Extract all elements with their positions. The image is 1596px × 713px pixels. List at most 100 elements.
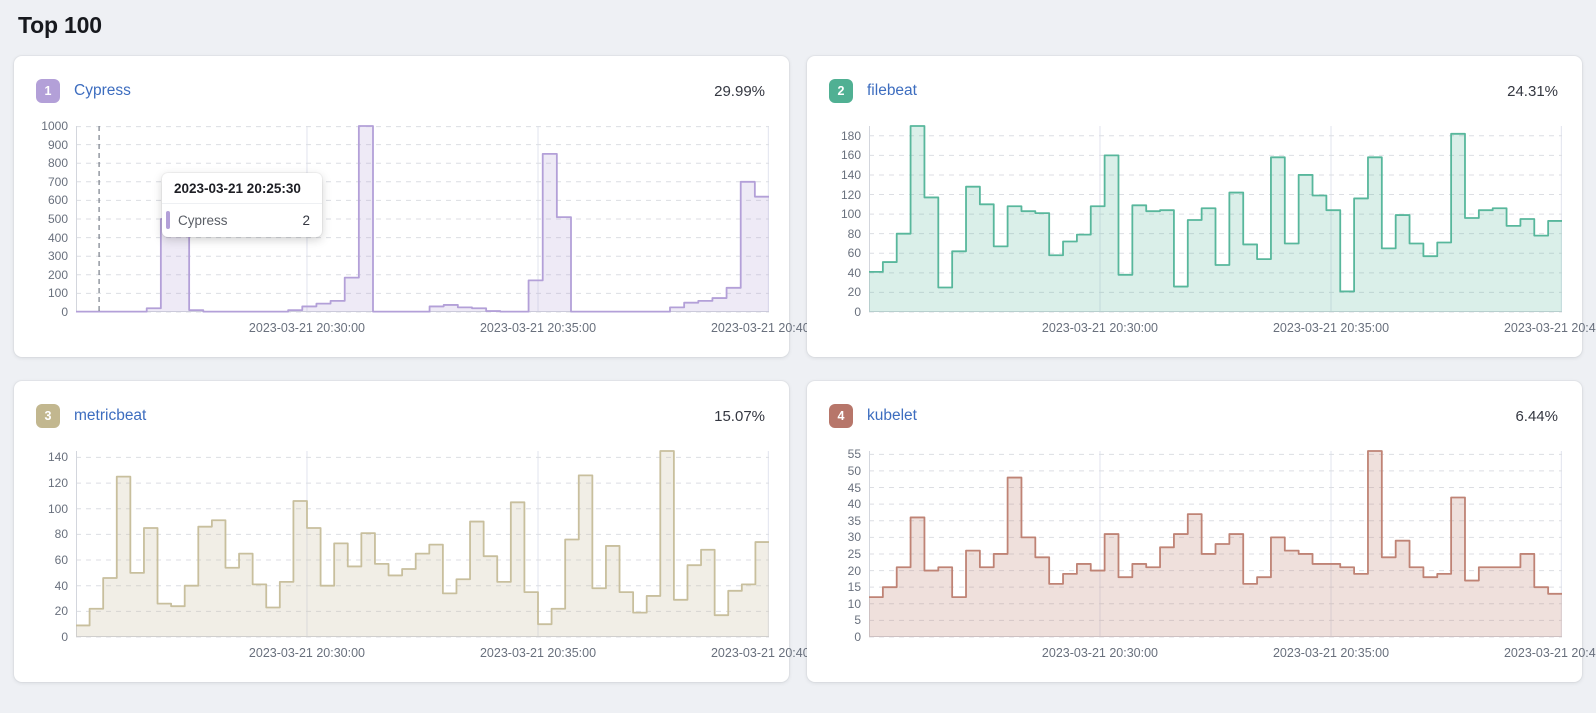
- x-tick-label: 2023-03-21 20:30:00: [1041, 321, 1159, 335]
- x-tick-label: 2023-03-21 20:35:00: [1272, 321, 1390, 335]
- tooltip-timestamp: 2023-03-21 20:25:30: [162, 173, 322, 204]
- series-link[interactable]: kubelet: [867, 407, 917, 424]
- x-tick-label: 2023-03-21 20:35:00: [479, 646, 597, 660]
- page-title: Top 100: [18, 12, 102, 38]
- y-tick-label: 55: [847, 447, 861, 462]
- y-tick-label: 900: [47, 137, 68, 152]
- x-axis: 2023-03-21 20:30:00 2023-03-21 20:35:00 20…: [869, 637, 1596, 665]
- y-tick-label: 40: [54, 578, 68, 593]
- chart-card-cypress: 1 Cypress 29.99% 0 100 200 300 400 500 600 700 8…: [14, 56, 827, 357]
- y-tick-label: 20: [54, 604, 68, 619]
- y-axis: 0 20 40 60 80 100 120 140 160 180: [825, 126, 869, 319]
- y-tick-label: 140: [840, 167, 861, 182]
- y-tick-label: 300: [47, 249, 68, 264]
- y-tick-label: 100: [47, 286, 68, 301]
- y-tick-label: 160: [840, 148, 861, 163]
- x-tick-label: 2023-03-21 20:30:00: [248, 321, 366, 335]
- y-tick-label: 20: [847, 563, 861, 578]
- chart-card-filebeat: 2 filebeat 24.31% 0 20 40 60 80 100 120 140 160 1…: [807, 56, 1596, 357]
- x-tick-label: 2023-03-21 20:40:00: [1503, 646, 1596, 660]
- area-chart-svg: [76, 451, 769, 637]
- x-tick-label: 2023-03-21 20:30:00: [248, 646, 366, 660]
- y-tick-label: 25: [847, 546, 861, 561]
- chart-area[interactable]: 0 20 40 60 80 100 120 140 2023-03-21 20:30:00 20…: [32, 450, 827, 665]
- y-tick-label: 5: [854, 613, 861, 628]
- y-tick-label: 0: [61, 630, 68, 644]
- x-axis: 2023-03-21 20:30:00 2023-03-21 20:35:00 20…: [76, 312, 827, 340]
- tooltip-row: Cypress 2: [162, 204, 322, 237]
- y-tick-label: 180: [840, 128, 861, 143]
- x-tick-label: 2023-03-21 20:35:00: [1272, 646, 1390, 660]
- y-tick-label: 15: [847, 580, 861, 595]
- chart-card-metricbeat: 3 metricbeat 15.07% 0 20 40 60 80 100 120 140 2…: [14, 381, 827, 682]
- y-tick-label: 20: [847, 285, 861, 300]
- y-tick-label: 60: [847, 246, 861, 261]
- plot-region[interactable]: [869, 451, 1562, 637]
- y-tick-label: 30: [847, 530, 861, 545]
- y-axis: 0 5 10 15 20 25 30 35 40 45 50 55: [825, 447, 869, 644]
- series-link[interactable]: Cypress: [74, 82, 131, 99]
- y-tick-label: 10: [847, 596, 861, 611]
- series-link[interactable]: metricbeat: [74, 407, 147, 424]
- tooltip-series-value: 2: [302, 212, 310, 228]
- card-header: 2 filebeat 24.31%: [825, 79, 1562, 103]
- y-tick-label: 500: [47, 212, 68, 226]
- series-marker: [166, 211, 170, 229]
- y-tick-label: 120: [47, 476, 68, 491]
- series-link[interactable]: filebeat: [867, 82, 917, 99]
- area-chart-svg: [869, 451, 1562, 637]
- chart-tooltip: 2023-03-21 20:25:30 Cypress 2: [162, 173, 322, 237]
- percent-value: 29.99%: [714, 82, 765, 100]
- y-tick-label: 800: [47, 156, 68, 171]
- y-tick-label: 0: [61, 305, 68, 319]
- x-axis: 2023-03-21 20:30:00 2023-03-21 20:35:00 20…: [869, 312, 1596, 340]
- percent-value: 24.31%: [1507, 82, 1558, 100]
- x-tick-label: 2023-03-21 20:40:00: [1503, 321, 1596, 335]
- percent-value: 6.44%: [1515, 407, 1558, 425]
- y-tick-label: 0: [854, 630, 861, 644]
- chart-area[interactable]: 0 100 200 300 400 500 600 700 800 900 1000 2023-03…: [32, 119, 827, 340]
- chart-area[interactable]: 0 20 40 60 80 100 120 140 160 180 2023-03-21 20:3…: [825, 126, 1596, 340]
- rank-badge: 3: [36, 404, 60, 428]
- x-tick-label: 2023-03-21 20:30:00: [1041, 646, 1159, 660]
- y-tick-label: 200: [47, 267, 68, 282]
- chart-area[interactable]: 0 5 10 15 20 25 30 35 40 45 50 55 2023-03-21 20:30:…: [825, 447, 1596, 665]
- y-axis: 0 20 40 60 80 100 120 140: [32, 450, 76, 644]
- y-tick-label: 400: [47, 230, 68, 245]
- plot-region[interactable]: [76, 451, 769, 637]
- area-chart-svg: [76, 126, 769, 312]
- y-tick-label: 1000: [41, 119, 68, 133]
- percent-value: 15.07%: [714, 407, 765, 425]
- plot-region[interactable]: 2023-03-21 20:25:30 Cypress 2: [76, 126, 769, 312]
- y-tick-label: 140: [47, 450, 68, 465]
- y-tick-label: 0: [854, 305, 861, 319]
- y-axis: 0 100 200 300 400 500 600 700 800 900 1000: [32, 119, 76, 319]
- y-tick-label: 700: [47, 174, 68, 189]
- y-tick-label: 50: [847, 463, 861, 478]
- card-header: 3 metricbeat 15.07%: [32, 404, 769, 428]
- y-tick-label: 40: [847, 265, 861, 280]
- y-tick-label: 120: [840, 187, 861, 202]
- y-tick-label: 80: [54, 527, 68, 542]
- x-axis: 2023-03-21 20:30:00 2023-03-21 20:35:00 20…: [76, 637, 827, 665]
- y-tick-label: 45: [847, 480, 861, 495]
- card-header: 4 kubelet 6.44%: [825, 404, 1562, 428]
- y-tick-label: 40: [847, 497, 861, 512]
- rank-badge: 2: [829, 79, 853, 103]
- x-tick-label: 2023-03-21 20:40:00: [710, 321, 828, 335]
- y-tick-label: 80: [847, 226, 861, 241]
- tooltip-series-name: Cypress: [178, 212, 228, 228]
- rank-badge: 4: [829, 404, 853, 428]
- y-tick-label: 35: [847, 513, 861, 528]
- plot-region[interactable]: [869, 126, 1562, 312]
- x-tick-label: 2023-03-21 20:40:00: [710, 646, 828, 660]
- rank-badge: 1: [36, 79, 60, 103]
- y-tick-label: 100: [47, 501, 68, 516]
- y-tick-label: 60: [54, 553, 68, 568]
- y-tick-label: 600: [47, 193, 68, 208]
- area-chart-svg: [869, 126, 1562, 312]
- chart-card-kubelet: 4 kubelet 6.44% 0 5 10 15 20 25 30 35 40 45 50 55 2…: [807, 381, 1596, 682]
- x-tick-label: 2023-03-21 20:35:00: [479, 321, 597, 335]
- y-tick-label: 100: [840, 207, 861, 222]
- card-header: 1 Cypress 29.99%: [32, 79, 769, 103]
